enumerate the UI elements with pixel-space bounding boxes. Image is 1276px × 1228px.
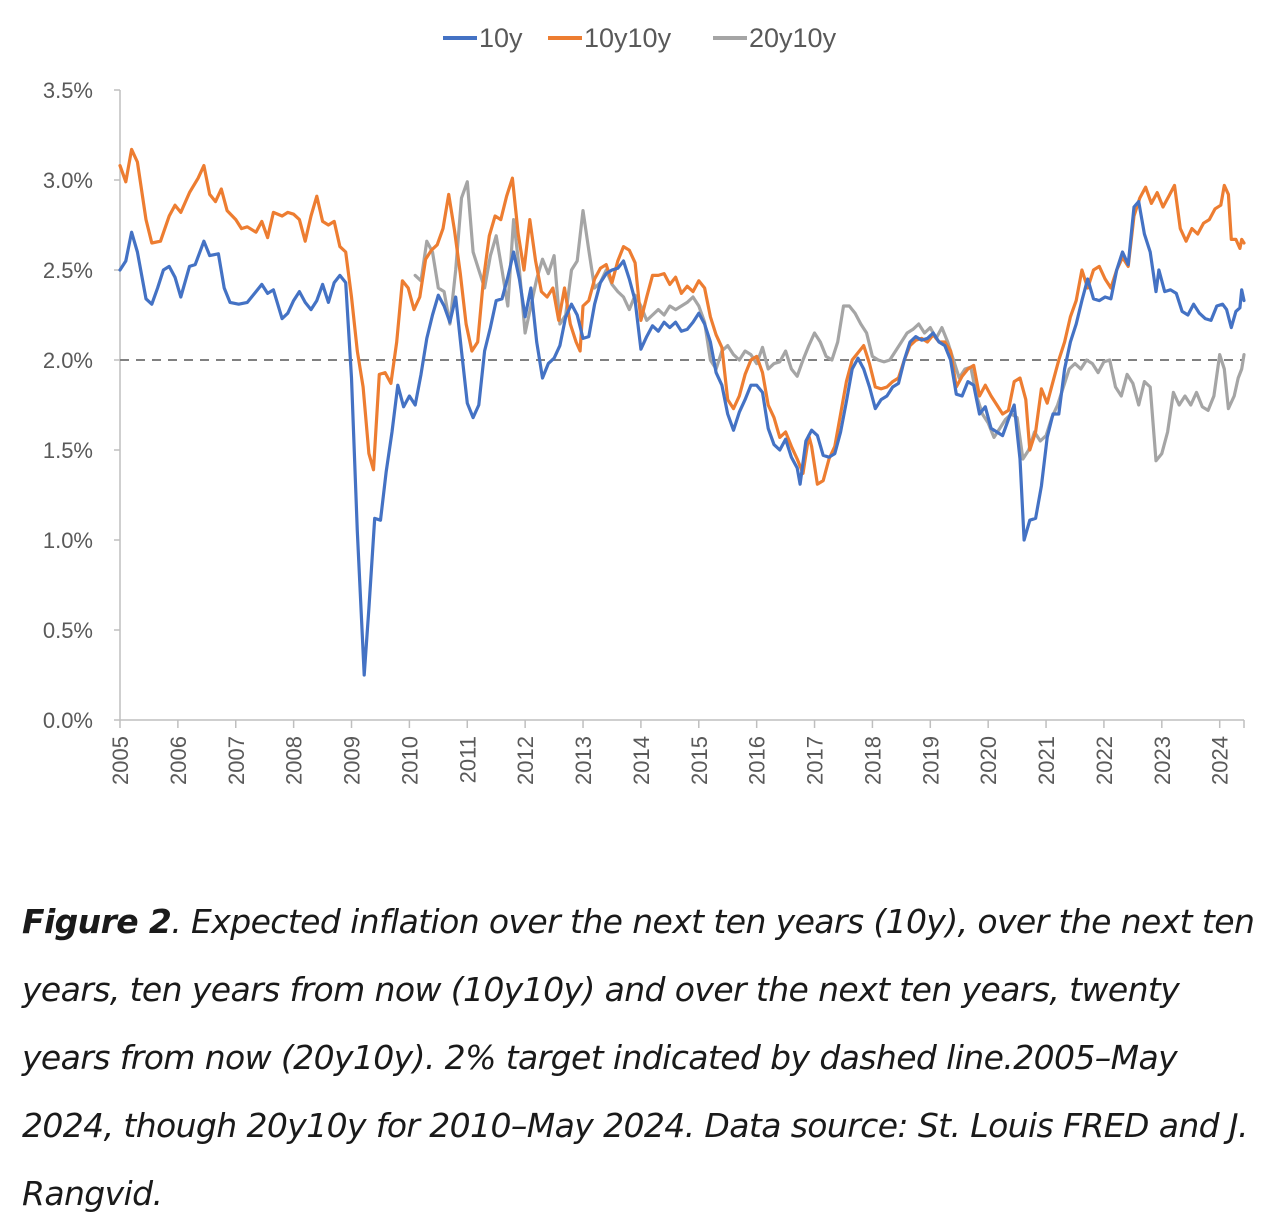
x-tick-label: 2019	[918, 736, 943, 785]
x-tick-label: 2007	[224, 736, 249, 785]
series-line-10y10y	[118, 147, 1246, 486]
x-tick-label: 2015	[687, 736, 712, 785]
y-tick-label: 3.5%	[43, 78, 93, 103]
legend: 10y 10y10y 20y10y	[443, 23, 837, 53]
x-tick-label: 2013	[571, 736, 596, 785]
x-tick-label: 2010	[397, 736, 422, 785]
x-tick-label: 2012	[513, 736, 538, 785]
x-axis: 2005 2006 2007 2008 2009 2010 2011 2012 2013 2014…	[108, 719, 1245, 785]
x-tick-label: 2024	[1208, 736, 1233, 785]
y-tick-label: 0.5%	[43, 618, 93, 643]
y-axis: 0.0% 0.5% 1.0% 1.5% 2.0% 2.5% 3.0% 3.5%	[43, 78, 121, 733]
y-tick-label: 3.0%	[43, 168, 93, 193]
x-tick-label: 2023	[1150, 736, 1175, 785]
series-line-20y10y	[413, 180, 1246, 463]
x-tick-label: 2017	[803, 736, 828, 785]
x-tick-label: 2005	[108, 736, 133, 785]
y-tick-label: 1.0%	[43, 528, 93, 553]
x-tick-label: 2011	[455, 736, 480, 783]
legend-label-20y10y: 20y10y	[749, 23, 837, 53]
x-tick-label: 2009	[340, 736, 365, 785]
series-lines	[118, 147, 1246, 677]
legend-label-10y: 10y	[479, 23, 523, 53]
x-tick-label: 2020	[976, 736, 1001, 785]
y-tick-label: 0.0%	[43, 708, 93, 733]
y-tick-label: 2.0%	[43, 348, 93, 373]
x-tick-label: 2014	[629, 736, 654, 785]
x-tick-label: 2006	[166, 736, 191, 785]
x-tick-label: 2018	[860, 736, 885, 785]
x-tick-label: 2021	[1034, 736, 1059, 785]
caption-label: Figure 2	[22, 902, 172, 941]
y-tick-label: 1.5%	[43, 438, 93, 463]
y-tick-label: 2.5%	[43, 258, 93, 283]
legend-label-10y10y: 10y10y	[584, 23, 672, 53]
x-tick-label: 2016	[745, 736, 770, 785]
chart: 10y 10y10y 20y10y 0.0%0.5%1.0%1.5%2.0%2.5%…	[43, 23, 1246, 785]
x-tick-label: 2008	[282, 736, 307, 785]
caption-text: . Expected inflation over the next ten y…	[22, 902, 1255, 1213]
x-tick-label: 2022	[1092, 736, 1117, 785]
figure-caption: Figure 2. Expected inflation over the ne…	[22, 888, 1258, 1228]
series-line-10y	[118, 200, 1246, 677]
